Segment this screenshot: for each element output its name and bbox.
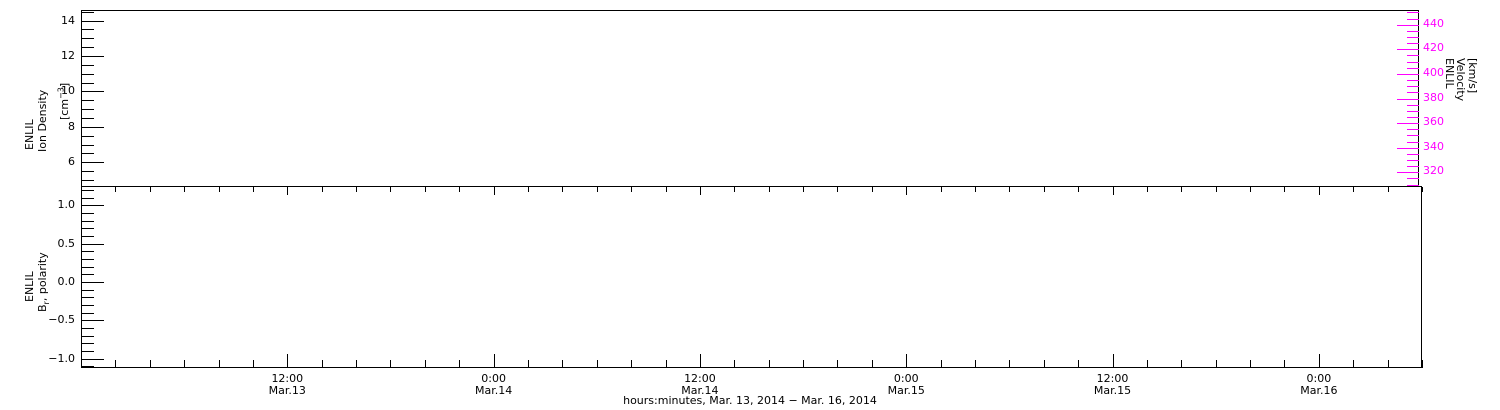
tick-label-br-polarity: −1.0 — [48, 352, 75, 365]
upper-left-axis-units-text: [cm−3] — [56, 82, 71, 120]
x-tick-label-time: 12:00 — [271, 372, 304, 385]
x-tick-label-time: 12:00 — [1096, 372, 1129, 385]
upper-left-axis-title-b: Ion Density — [36, 89, 50, 152]
upper-left-axis-units: [cm−3] — [56, 83, 71, 120]
x-tick-label-date: Mar.13 — [268, 384, 306, 398]
tick-label-velocity: 360 — [1423, 115, 1444, 128]
x-tick-label: 0:00 Mar.14 — [434, 372, 554, 398]
upper-right-axis-title-line2: Velocity — [1454, 58, 1467, 102]
tick-label-ion-density: 8 — [68, 120, 75, 133]
x-tick-label-date: Mar.14 — [474, 384, 513, 398]
lower-left-axis-title-line1: ENLIL — [23, 271, 36, 302]
tick-label-velocity: 440 — [1423, 17, 1444, 30]
tick-label-br-polarity: 0.0 — [57, 275, 76, 288]
x-tick-label-time: 0:00 — [1306, 372, 1332, 385]
lower-left-axis-title-line2: Br, polarity — [36, 252, 52, 312]
x-tick-label-time: 12:00 — [684, 372, 716, 385]
tick-label-br-polarity: 1.0 — [57, 198, 76, 211]
x-tick-label-date: Mar.15 — [1093, 384, 1132, 398]
upper-right-axis-title-b: Velocity — [1453, 58, 1467, 102]
tick-label-ion-density: 14 — [61, 14, 75, 27]
minor-tick-x — [1422, 360, 1423, 368]
tick-x-top-lower — [1422, 187, 1423, 192]
upper-left-axis-title: ENLIL — [23, 119, 37, 150]
tick-label-br-polarity: −0.5 — [48, 313, 75, 326]
upper-right-axis-units-text: [km/s] — [1466, 58, 1479, 94]
x-tick-label-time: 0:00 — [893, 372, 919, 385]
x-tick-label: 0:00 Mar.15 — [846, 372, 966, 398]
tick-label-velocity: 320 — [1423, 164, 1444, 177]
tick-label-ion-density: 6 — [68, 155, 75, 168]
x-tick-label: 0:00 Mar.16 — [1259, 372, 1379, 398]
lower-left-axis-title: ENLIL — [23, 271, 37, 302]
x-tick-label: 12:00 Mar.13 — [227, 372, 347, 398]
lower-panel-frame — [81, 186, 1422, 368]
lower-left-axis-title-b: Br, polarity — [36, 252, 52, 312]
x-tick-label-date: Mar.16 — [1300, 384, 1338, 398]
tick-label-velocity: 400 — [1423, 66, 1444, 79]
tick-label-br-polarity: 0.5 — [57, 237, 76, 250]
tick-label-velocity: 380 — [1423, 91, 1444, 104]
upper-panel-frame — [81, 10, 1419, 187]
tick-label-velocity: 420 — [1423, 41, 1444, 54]
x-tick-label-time: 0:00 — [481, 372, 506, 385]
tick-label-ion-density: 10 — [61, 84, 75, 97]
x-axis-title: hours:minutes, Mar. 13, 2014 − Mar. 16, … — [623, 394, 877, 407]
upper-right-axis-units: [km/s] — [1465, 58, 1479, 94]
x-tick-label: 12:00 Mar.14 — [640, 372, 760, 398]
upper-left-axis-title-line2: Ion Density — [36, 89, 49, 152]
upper-left-axis-title-line1: ENLIL — [23, 119, 36, 150]
tick-label-velocity: 340 — [1423, 140, 1444, 153]
tick-label-ion-density: 12 — [61, 49, 75, 62]
x-tick-label-date: Mar.15 — [887, 384, 925, 398]
x-tick-label: 12:00 Mar.15 — [1053, 372, 1173, 398]
x-tick-label-date: Mar.14 — [681, 384, 719, 398]
